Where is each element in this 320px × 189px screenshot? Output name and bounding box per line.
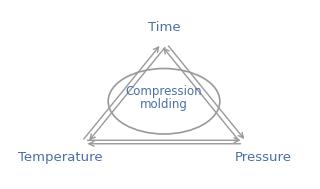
Text: Time: Time [148, 21, 180, 34]
Text: Pressure: Pressure [235, 151, 292, 164]
Text: Temperature: Temperature [18, 151, 102, 164]
Text: Compression: Compression [126, 85, 202, 98]
Text: molding: molding [140, 98, 188, 111]
